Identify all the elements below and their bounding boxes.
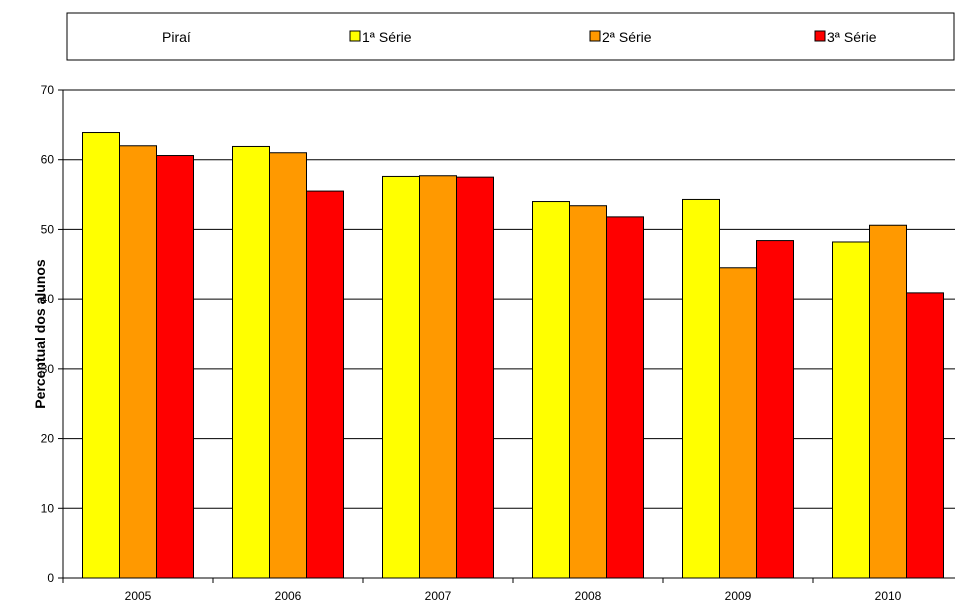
bar [419, 175, 457, 579]
bar [606, 216, 644, 579]
y-tick-label: 70 [41, 83, 55, 97]
x-tick-label: 2009 [725, 589, 752, 603]
legend-swatch [589, 30, 601, 42]
legend-label: 3ª Série [827, 29, 877, 45]
bar [382, 175, 420, 579]
y-tick-label: 30 [41, 362, 55, 376]
bar [119, 145, 157, 579]
bar [569, 205, 607, 579]
legend-frame [66, 12, 955, 61]
x-tick-label: 2007 [425, 589, 452, 603]
bar [532, 201, 570, 579]
bar [232, 145, 270, 579]
bar [456, 176, 494, 579]
legend-label: 2ª Série [602, 29, 652, 45]
x-tick-label: 2008 [575, 589, 602, 603]
bar [832, 241, 870, 579]
y-tick-label: 50 [41, 222, 55, 236]
legend-label: 1ª Série [362, 29, 412, 45]
legend-title: Piraí [162, 29, 191, 45]
bar [869, 224, 907, 579]
legend: Piraí 1ª Série 2ª Série 3ª Série [66, 12, 955, 61]
bar [82, 132, 120, 579]
y-tick-label: 60 [41, 153, 55, 167]
x-tick-label: 2010 [875, 589, 902, 603]
bar [269, 152, 307, 579]
y-tick-label: 0 [47, 571, 54, 585]
bar [156, 155, 194, 579]
bar [906, 292, 944, 579]
bar [756, 240, 794, 579]
y-axis-label: Percentual dos alunos [32, 259, 48, 409]
bar [682, 198, 720, 579]
y-tick-label: 20 [41, 432, 55, 446]
legend-swatch [814, 30, 826, 42]
legend-swatch [349, 30, 361, 42]
y-tick-label: 10 [41, 501, 55, 515]
bar [719, 267, 757, 579]
bar [306, 190, 344, 579]
x-tick-label: 2006 [275, 589, 302, 603]
y-tick-label: 40 [41, 292, 55, 306]
x-tick-label: 2005 [125, 589, 152, 603]
